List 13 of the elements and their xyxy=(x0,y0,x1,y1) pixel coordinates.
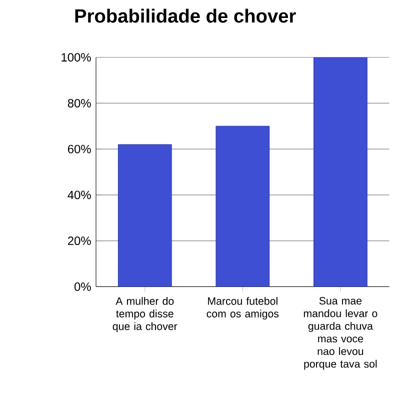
x-tick-label: Marcou futebol com os amigos xyxy=(206,297,279,320)
y-tick-label: 80% xyxy=(68,98,91,108)
x-tick-label: A mulher do tempo disse que ia chover xyxy=(112,297,178,332)
y-tick-label: 20% xyxy=(68,236,91,246)
y-tick-label: 40% xyxy=(68,190,91,200)
y-tick-label: 60% xyxy=(68,144,91,154)
x-tick-label: Sua mae mandou levar o guarda chuva mas voce nao levou porque tava sol xyxy=(304,297,378,370)
bar xyxy=(314,57,368,287)
chart-title: Probabilidade de chover xyxy=(75,8,296,23)
y-tick-label: 100% xyxy=(62,53,91,62)
bar xyxy=(216,126,270,287)
y-tick-label: 0% xyxy=(74,282,91,291)
bar xyxy=(118,144,172,287)
